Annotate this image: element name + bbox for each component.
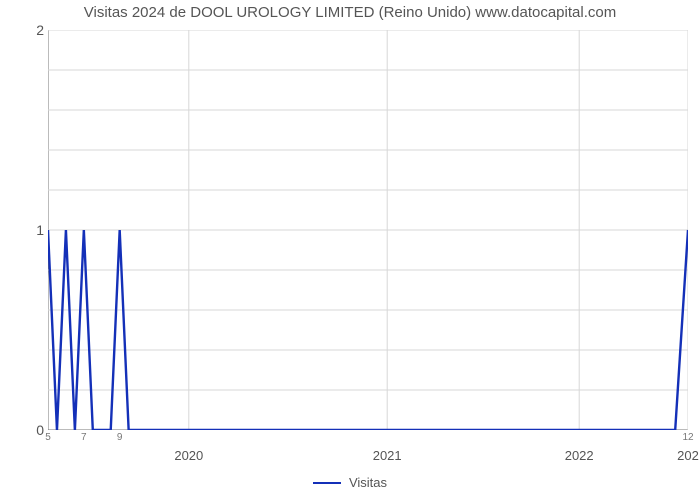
legend-label: Visitas (349, 475, 387, 490)
x-tick-minor-label: 12 (682, 432, 693, 443)
plot-area (48, 30, 688, 430)
chart-svg (48, 30, 688, 430)
x-tick-major-label: 2020 (174, 448, 203, 463)
legend-swatch (313, 482, 341, 484)
legend: Visitas (0, 475, 700, 490)
x-tick-major-label: 202 (677, 448, 699, 463)
chart-title: Visitas 2024 de DOOL UROLOGY LIMITED (Re… (0, 4, 700, 21)
x-tick-minor-label: 5 (45, 432, 51, 443)
x-tick-major-label: 2022 (565, 448, 594, 463)
x-tick-minor-label: 7 (81, 432, 87, 443)
y-tick-label: 0 (36, 422, 44, 438)
y-tick-label: 2 (36, 22, 44, 38)
x-tick-major-label: 2021 (373, 448, 402, 463)
x-tick-minor-label: 9 (117, 432, 123, 443)
y-tick-label: 1 (36, 222, 44, 238)
